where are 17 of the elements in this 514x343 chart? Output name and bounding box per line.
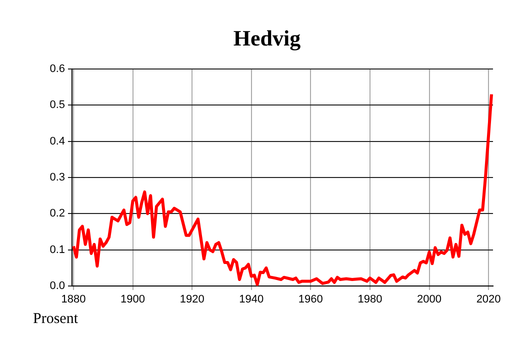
- y-tick-label: 0.0: [50, 280, 65, 292]
- y-tick-label: 0.1: [50, 244, 65, 256]
- x-tick-label: 1900: [120, 294, 146, 306]
- y-axis-title: Prosent: [33, 310, 79, 327]
- y-tick-label: 0.5: [50, 99, 65, 112]
- x-tick-label: 1920: [180, 294, 204, 306]
- x-tick-label: 2000: [417, 294, 442, 306]
- y-tick-label: 0.2: [50, 208, 65, 220]
- y-tick-label: 0.3: [50, 172, 65, 184]
- x-tick-label: 1980: [358, 294, 382, 306]
- y-tick-label: 0.6: [50, 63, 65, 76]
- x-tick-label: 2020: [476, 294, 501, 306]
- chart-title: Hedvig: [233, 26, 301, 51]
- x-tick-label: 1880: [61, 294, 86, 306]
- y-tick-label: 0.4: [50, 135, 65, 148]
- x-tick-label: 1960: [298, 294, 323, 306]
- x-tick-label: 1940: [239, 294, 264, 306]
